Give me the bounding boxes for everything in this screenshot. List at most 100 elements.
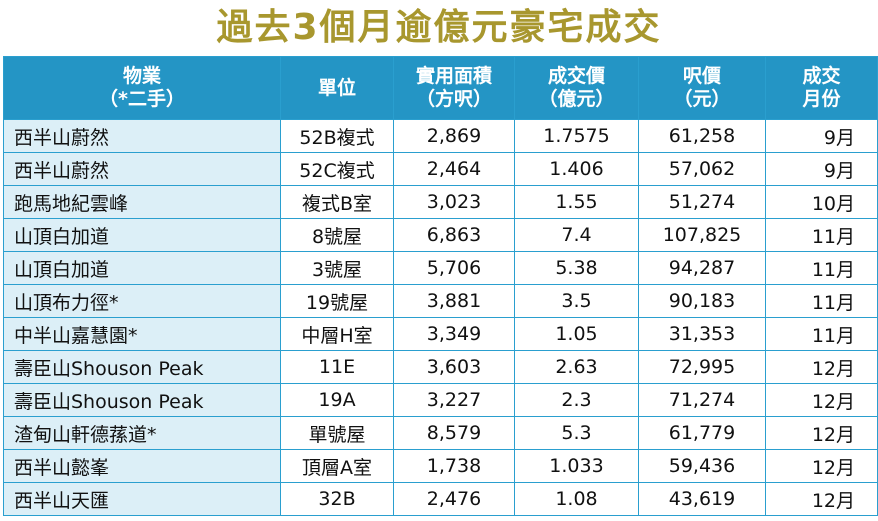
header-area: 實用面積 （方呎） bbox=[393, 56, 515, 120]
cell-month: 12月 bbox=[765, 350, 878, 384]
cell-price: 5.3 bbox=[514, 416, 639, 450]
table-row: 西半山懿峯 頂層A室 1,738 1.033 59,436 12月 bbox=[3, 449, 878, 483]
cell-psf: 59,436 bbox=[638, 449, 766, 483]
cell-psf: 31,353 bbox=[638, 317, 766, 351]
cell-area: 8,579 bbox=[393, 416, 515, 450]
cell-area: 3,227 bbox=[393, 383, 515, 417]
cell-property: 西半山蔚然 bbox=[3, 152, 281, 186]
cell-unit: 8號屋 bbox=[280, 218, 394, 252]
cell-property: 壽臣山Shouson Peak bbox=[3, 350, 281, 384]
cell-unit: 複式B室 bbox=[280, 185, 394, 219]
cell-area: 1,738 bbox=[393, 449, 515, 483]
cell-price: 1.08 bbox=[514, 482, 639, 516]
cell-property: 山頂白加道 bbox=[3, 251, 281, 285]
cell-unit: 52C複式 bbox=[280, 152, 394, 186]
cell-property: 西半山懿峯 bbox=[3, 449, 281, 483]
table-row: 山頂白加道 8號屋 6,863 7.4 107,825 11月 bbox=[3, 218, 878, 252]
cell-price: 2.63 bbox=[514, 350, 639, 384]
cell-area: 3,023 bbox=[393, 185, 515, 219]
table-row: 西半山蔚然 52C複式 2,464 1.406 57,062 9月 bbox=[3, 152, 878, 186]
cell-psf: 94,287 bbox=[638, 251, 766, 285]
header-area-line2: （方呎） bbox=[415, 88, 492, 110]
cell-area: 6,863 bbox=[393, 218, 515, 252]
cell-price: 3.5 bbox=[514, 284, 639, 318]
cell-property: 壽臣山Shouson Peak bbox=[3, 383, 281, 417]
cell-month: 11月 bbox=[765, 218, 878, 252]
cell-area: 3,881 bbox=[393, 284, 515, 318]
cell-price: 1.033 bbox=[514, 449, 639, 483]
cell-price: 1.7575 bbox=[514, 119, 639, 153]
cell-price: 5.38 bbox=[514, 251, 639, 285]
table-row: 跑馬地紀雲峰 複式B室 3,023 1.55 51,274 10月 bbox=[3, 185, 878, 219]
cell-month: 11月 bbox=[765, 317, 878, 351]
cell-unit: 頂層A室 bbox=[280, 449, 394, 483]
cell-month: 11月 bbox=[765, 251, 878, 285]
cell-psf: 43,619 bbox=[638, 482, 766, 516]
cell-price: 1.05 bbox=[514, 317, 639, 351]
header-month-line2: 月份 bbox=[802, 88, 841, 110]
cell-unit: 19號屋 bbox=[280, 284, 394, 318]
cell-area: 3,349 bbox=[393, 317, 515, 351]
cell-month: 11月 bbox=[765, 284, 878, 318]
cell-area: 2,476 bbox=[393, 482, 515, 516]
header-property-line2: （*二手） bbox=[99, 88, 185, 110]
cell-price: 2.3 bbox=[514, 383, 639, 417]
cell-property: 西半山蔚然 bbox=[3, 119, 281, 153]
cell-month: 12月 bbox=[765, 482, 878, 516]
cell-property: 山頂布力徑* bbox=[3, 284, 281, 318]
cell-psf: 57,062 bbox=[638, 152, 766, 186]
table-row: 中半山嘉慧園* 中層H室 3,349 1.05 31,353 11月 bbox=[3, 317, 878, 351]
cell-psf: 61,258 bbox=[638, 119, 766, 153]
header-psf: 呎價 （元） bbox=[638, 56, 766, 120]
cell-month: 12月 bbox=[765, 416, 878, 450]
cell-property: 中半山嘉慧園* bbox=[3, 317, 281, 351]
page-title: 過去3個月逾億元豪宅成交 bbox=[216, 7, 662, 48]
cell-month: 12月 bbox=[765, 383, 878, 417]
header-price: 成交價 （億元） bbox=[514, 56, 639, 120]
cell-month: 12月 bbox=[765, 449, 878, 483]
cell-property: 西半山天匯 bbox=[3, 482, 281, 516]
header-unit-line1: 單位 bbox=[317, 76, 356, 99]
table-row: 壽臣山Shouson Peak 19A 3,227 2.3 71,274 12月 bbox=[3, 383, 878, 417]
header-psf-line1: 呎價 bbox=[682, 65, 721, 87]
table-body: 西半山蔚然 52B複式 2,869 1.7575 61,258 9月 西半山蔚然 52C複式 2… bbox=[3, 119, 878, 516]
header-price-line2: （億元） bbox=[538, 88, 615, 110]
cell-unit: 52B複式 bbox=[280, 119, 394, 153]
table-row: 山頂布力徑* 19號屋 3,881 3.5 90,183 11月 bbox=[3, 284, 878, 318]
cell-month: 9月 bbox=[765, 152, 878, 186]
cell-area: 3,603 bbox=[393, 350, 515, 384]
cell-month: 9月 bbox=[765, 119, 878, 153]
header-property: 物業 （*二手） bbox=[3, 56, 281, 120]
cell-price: 1.55 bbox=[514, 185, 639, 219]
cell-price: 7.4 bbox=[514, 218, 639, 252]
cell-property: 跑馬地紀雲峰 bbox=[3, 185, 281, 219]
header-price-line1: 成交價 bbox=[547, 65, 605, 87]
cell-month: 10月 bbox=[765, 185, 878, 219]
cell-psf: 61,779 bbox=[638, 416, 766, 450]
cell-psf: 71,274 bbox=[638, 383, 766, 417]
header-month-line1: 成交 bbox=[802, 65, 841, 87]
table-row: 壽臣山Shouson Peak 11E 3,603 2.63 72,995 12月 bbox=[3, 350, 878, 384]
cell-psf: 51,274 bbox=[638, 185, 766, 219]
cell-unit: 3號屋 bbox=[280, 251, 394, 285]
cell-unit: 單號屋 bbox=[280, 416, 394, 450]
cell-psf: 90,183 bbox=[638, 284, 766, 318]
cell-property: 山頂白加道 bbox=[3, 218, 281, 252]
cell-area: 5,706 bbox=[393, 251, 515, 285]
cell-psf: 72,995 bbox=[638, 350, 766, 384]
table-row: 渣甸山軒德蓀道* 單號屋 8,579 5.3 61,779 12月 bbox=[3, 416, 878, 450]
cell-unit: 32B bbox=[280, 482, 394, 516]
table-header: 物業 （*二手） 單位 實用面積 （方呎） 成交價 （億元） 呎價 （元） 成交… bbox=[3, 56, 878, 120]
cell-area: 2,464 bbox=[393, 152, 515, 186]
cell-unit: 11E bbox=[280, 350, 394, 384]
cell-area: 2,869 bbox=[393, 119, 515, 153]
cell-unit: 中層H室 bbox=[280, 317, 394, 351]
header-psf-line2: （元） bbox=[673, 88, 731, 110]
header-row: 物業 （*二手） 單位 實用面積 （方呎） 成交價 （億元） 呎價 （元） 成交… bbox=[3, 56, 878, 120]
transactions-table: 物業 （*二手） 單位 實用面積 （方呎） 成交價 （億元） 呎價 （元） 成交… bbox=[3, 56, 878, 516]
header-unit: 單位 bbox=[280, 56, 394, 120]
header-property-line1: 物業 bbox=[122, 65, 161, 87]
header-area-line1: 實用面積 bbox=[415, 65, 492, 87]
cell-unit: 19A bbox=[280, 383, 394, 417]
cell-property: 渣甸山軒德蓀道* bbox=[3, 416, 281, 450]
